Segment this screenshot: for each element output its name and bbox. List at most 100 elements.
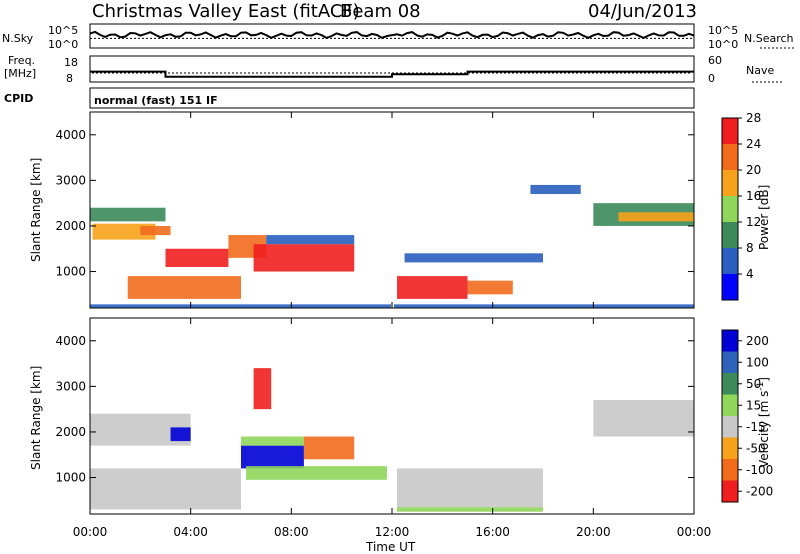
velocity-colorbar-tick-label-4: -15 [746,420,766,434]
noise-right-tick-bottom: 10^0 [708,38,738,51]
freq-right-tick-bottom: 0 [708,72,715,85]
frequency-panel: Freq. [MHz] 18 8 60 0 Nave [4,54,782,85]
power-region-0 [90,207,166,222]
velocity-region-7 [397,468,543,508]
power-region-2 [140,225,171,236]
power-colorbar-tick-label-4: 20 [746,163,761,177]
velocity-colorbar: 200 100 50 15 -15 -50 -100 -200 [721,329,773,503]
velocity-colorbar-tick-label-7: -200 [746,484,773,498]
power-colorbar-swatch-5 [722,248,738,275]
velocity-colorbar-swatch-0 [722,330,738,352]
velocity-colorbar-tick-label-6: -100 [746,463,773,477]
velocity-data-gap [391,318,394,514]
power-data-gap [391,112,394,308]
velocity-colorbar-swatch-5 [722,437,738,460]
power-y-tick-label-2: 3000 [55,173,86,187]
noise-left-tick-bottom: 10^0 [48,38,78,51]
x-tick-label-0: 00:00 [73,525,108,539]
power-region-11 [530,184,581,195]
date-label: 04/Jun/2013 [588,1,697,22]
freq-label-2: [MHz] [4,67,36,80]
power-colorbar-label: Power [dB] [757,185,771,250]
velocity-region-6 [246,466,387,480]
x-tick-label-6: 00:00 [677,525,712,539]
power-region-6 [253,244,355,272]
noise-right-label: N.Search [744,32,794,45]
velocity-region-2 [170,427,191,442]
velocity-y-tick-label-3: 4000 [55,334,86,348]
beam-label: Beam 08 [340,1,421,22]
velocity-region-4 [241,436,304,446]
x-tick-label-2: 08:00 [274,525,309,539]
power-region-7 [266,235,355,245]
velocity-colorbar-swatch-6 [722,459,738,481]
power-colorbar-swatch-1 [722,144,738,171]
power-region-4 [165,248,229,267]
power-colorbar-frame [721,117,739,301]
velocity-colorbar-swatch-3 [722,394,738,417]
noise-panel-frame [89,23,695,49]
cpid-panel-frame [89,87,695,109]
power-y-axis: 1000 2000 3000 4000 [55,128,694,279]
plot-title: Christmas Valley East (fitACF) [92,1,360,22]
velocity-data [90,318,694,514]
velocity-colorbar-swatch-7 [722,480,738,503]
velocity-region-10 [253,368,272,410]
velocity-region-5 [303,436,355,460]
velocity-colorbar-swatch-4 [722,416,738,438]
velocity-y-tick-label-1: 2000 [55,425,86,439]
power-y-tick-label-0: 1000 [55,265,86,279]
velocity-colorbar-tick-label-2: 50 [746,377,761,391]
power-colorbar-swatch-0 [722,118,738,145]
velocity-heatmap-panel: 1000 2000 3000 4000 Slant Range [km] [29,317,695,515]
power-region-13 [618,212,694,222]
velocity-region-0 [90,468,241,510]
freq-left-tick-bottom: 8 [66,72,73,85]
power-colorbar-swatch-4 [722,222,738,249]
velocity-region-3 [241,445,304,469]
noise-sky-series [89,30,695,40]
velocity-colorbar-label-exponent: -1 [756,382,766,391]
cpid-label: CPID [4,92,33,105]
velocity-colorbar-swatch-1 [722,351,738,374]
cpid-text: normal (fast) 151 IF [94,94,218,107]
noise-left-label: N.Sky [2,32,34,45]
velocity-y-tick-label-2: 3000 [55,379,86,393]
velocity-colorbar-swatch-2 [722,373,738,395]
freq-right-label: Nave [746,64,774,77]
power-heatmap-panel: 1000 2000 3000 4000 Slant Range [km] [29,111,695,309]
power-region-1 [92,223,156,240]
power-y-axis-label: Slant Range [km] [29,158,43,262]
power-colorbar-tick-label-5: 24 [746,137,761,151]
velocity-region-9 [593,400,694,437]
power-colorbar-swatch-6 [722,274,738,301]
velocity-y-axis-label: Slant Range [km] [29,366,43,470]
noise-panel: N.Sky 10^5 10^0 10^5 10^0 N.Search [2,23,796,51]
power-colorbar: 4 8 12 16 20 24 28 [721,111,761,301]
velocity-y-axis: 1000 2000 3000 4000 [55,334,694,485]
power-region-3 [127,276,241,299]
power-y-tick-label-3: 4000 [55,128,86,142]
velocity-colorbar-tick-label-3: 15 [746,398,761,412]
power-y-tick-label-1: 2000 [55,219,86,233]
velocity-colorbar-frame [721,329,739,503]
frequency-series [90,70,694,78]
freq-label-1: Freq. [8,54,35,67]
cpid-panel: CPID normal (fast) 151 IF [4,87,695,109]
power-colorbar-tick-label-0: 4 [746,267,754,281]
power-region-8 [397,276,468,299]
power-colorbar-tick-label-1: 8 [746,241,754,255]
frequency-panel-frame [89,55,695,83]
velocity-colorbar-tick-label-1: 100 [746,355,769,369]
freq-right-tick-top: 60 [708,54,722,67]
noise-right-tick-top: 10^5 [708,24,738,37]
power-colorbar-swatch-2 [722,170,738,197]
x-tick-label-5: 20:00 [576,525,611,539]
freq-left-tick-top: 18 [64,56,78,69]
time-x-axis: 00:00 04:00 08:00 12:00 16:00 20:00 00:00 [73,112,712,539]
velocity-colorbar-tick-label-0: 200 [746,334,769,348]
x-tick-label-3: 12:00 [375,525,410,539]
power-colorbar-tick-label-3: 16 [746,189,761,203]
velocity-colorbar-tick-label-5: -50 [746,441,766,455]
